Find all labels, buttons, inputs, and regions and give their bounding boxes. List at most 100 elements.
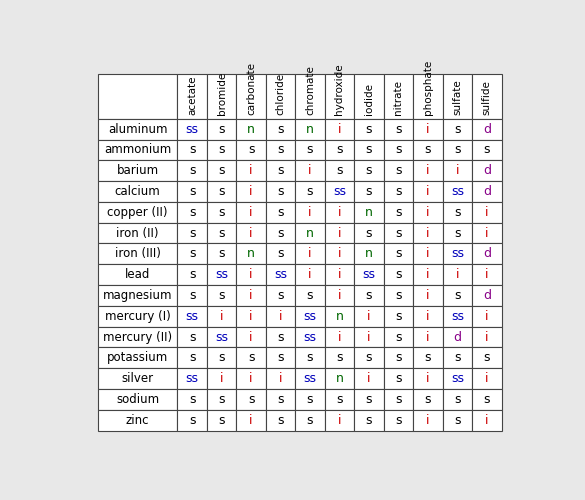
Bar: [295, 140, 325, 160]
Bar: [325, 74, 354, 118]
Bar: [98, 285, 177, 306]
Bar: [207, 74, 236, 118]
Text: s: s: [189, 414, 195, 426]
Text: i: i: [338, 122, 341, 136]
Bar: [354, 264, 384, 285]
Bar: [413, 306, 443, 326]
Bar: [443, 348, 472, 368]
Bar: [98, 118, 177, 140]
Bar: [472, 326, 501, 347]
Text: n: n: [247, 248, 255, 260]
Bar: [207, 410, 236, 430]
Text: i: i: [485, 206, 488, 219]
Text: i: i: [485, 226, 488, 239]
Text: ss: ss: [304, 330, 316, 344]
Bar: [236, 285, 266, 306]
Text: s: s: [307, 414, 313, 426]
Text: s: s: [307, 352, 313, 364]
Bar: [98, 160, 177, 181]
Bar: [98, 326, 177, 347]
Text: s: s: [395, 206, 402, 219]
Text: s: s: [277, 248, 284, 260]
Text: s: s: [277, 122, 284, 136]
Text: ss: ss: [451, 185, 464, 198]
Bar: [354, 118, 384, 140]
Bar: [177, 118, 207, 140]
Bar: [266, 264, 295, 285]
Text: s: s: [484, 352, 490, 364]
Bar: [236, 140, 266, 160]
Bar: [354, 160, 384, 181]
Bar: [236, 264, 266, 285]
Text: s: s: [454, 144, 460, 156]
Bar: [207, 348, 236, 368]
Text: s: s: [484, 393, 490, 406]
Text: i: i: [426, 226, 429, 239]
Bar: [472, 74, 501, 118]
Bar: [384, 264, 413, 285]
Text: s: s: [307, 144, 313, 156]
Bar: [236, 160, 266, 181]
Text: ss: ss: [304, 310, 316, 322]
Text: s: s: [189, 330, 195, 344]
Bar: [413, 326, 443, 347]
Text: ss: ss: [215, 268, 228, 281]
Text: i: i: [367, 330, 371, 344]
Text: nitrate: nitrate: [394, 80, 404, 115]
Text: copper (II): copper (II): [108, 206, 168, 219]
Text: ss: ss: [185, 122, 199, 136]
Text: i: i: [426, 310, 429, 322]
Text: s: s: [366, 414, 372, 426]
Bar: [177, 306, 207, 326]
Bar: [384, 326, 413, 347]
Text: calcium: calcium: [115, 185, 161, 198]
Text: i: i: [485, 414, 488, 426]
Text: s: s: [395, 185, 402, 198]
Text: s: s: [336, 352, 343, 364]
Text: s: s: [395, 414, 402, 426]
Text: s: s: [366, 164, 372, 177]
Bar: [207, 140, 236, 160]
Bar: [177, 410, 207, 430]
Text: ammonium: ammonium: [104, 144, 171, 156]
Bar: [325, 326, 354, 347]
Text: i: i: [249, 206, 253, 219]
Text: potassium: potassium: [107, 352, 168, 364]
Text: s: s: [425, 352, 431, 364]
Bar: [207, 244, 236, 264]
Text: i: i: [426, 164, 429, 177]
Text: d: d: [483, 164, 491, 177]
Text: i: i: [367, 310, 371, 322]
Text: i: i: [308, 164, 312, 177]
Bar: [236, 326, 266, 347]
Text: s: s: [189, 289, 195, 302]
Bar: [325, 410, 354, 430]
Text: s: s: [336, 144, 343, 156]
Bar: [236, 348, 266, 368]
Bar: [98, 348, 177, 368]
Text: iodide: iodide: [364, 83, 374, 115]
Text: s: s: [277, 414, 284, 426]
Text: ss: ss: [274, 268, 287, 281]
Bar: [295, 410, 325, 430]
Bar: [325, 244, 354, 264]
Bar: [325, 181, 354, 202]
Text: i: i: [426, 248, 429, 260]
Bar: [443, 306, 472, 326]
Bar: [266, 389, 295, 410]
Text: i: i: [456, 268, 459, 281]
Bar: [472, 118, 501, 140]
Bar: [98, 74, 177, 118]
Bar: [236, 202, 266, 222]
Bar: [443, 222, 472, 244]
Bar: [177, 140, 207, 160]
Bar: [236, 74, 266, 118]
Bar: [384, 202, 413, 222]
Text: i: i: [426, 289, 429, 302]
Text: i: i: [279, 310, 283, 322]
Text: s: s: [395, 330, 402, 344]
Text: s: s: [277, 144, 284, 156]
Text: s: s: [307, 289, 313, 302]
Bar: [177, 264, 207, 285]
Bar: [354, 306, 384, 326]
